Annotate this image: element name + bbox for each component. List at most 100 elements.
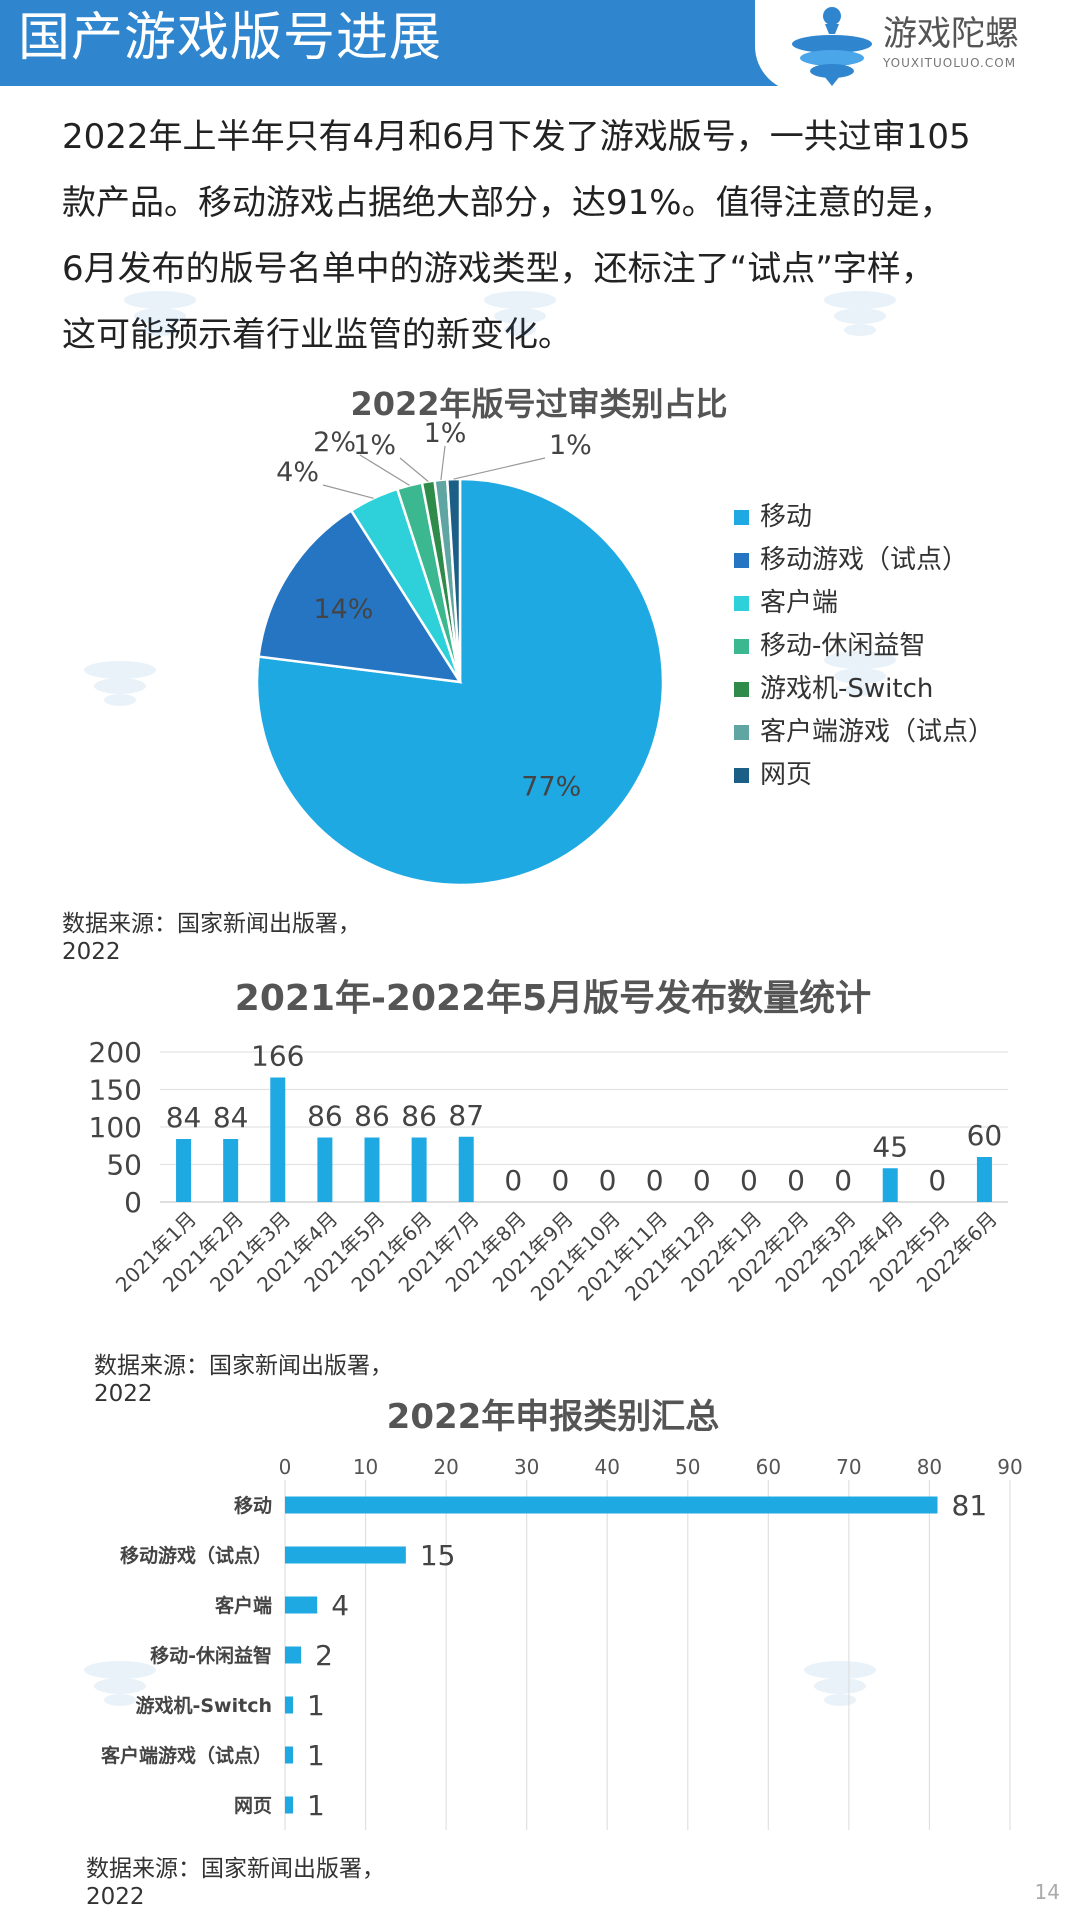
- horizontal-bar: [285, 1746, 294, 1764]
- horizontal-bar: [285, 1646, 302, 1664]
- column-value-label: 0: [834, 1164, 852, 1197]
- legend-label: 网页: [760, 760, 812, 790]
- x-tick-label: 20: [433, 1455, 458, 1479]
- x-tick-label: 0: [279, 1455, 292, 1479]
- category-label: 客户端游戏（试点）: [101, 1744, 272, 1767]
- pie-leader-line: [359, 454, 410, 486]
- bar-value-label: 15: [420, 1539, 456, 1572]
- horizontal-bar-chart: 2022年申报类别汇总 0 10 20 30 40 50 60 70 80 90 移动 81 移动游戏…: [101, 1397, 1023, 1830]
- pie-leader-line: [322, 484, 374, 499]
- column-value-label: 0: [646, 1164, 664, 1197]
- intro-line: 这可能预示着行业监管的新变化。: [62, 315, 572, 355]
- legend-swatch: [734, 639, 749, 654]
- pie-slice-label: 1%: [424, 418, 467, 449]
- bar-value-label: 2: [315, 1639, 333, 1672]
- intro-line: 2022年上半年只有4月和6月下发了游戏版号，一共过审105: [62, 117, 971, 157]
- legend-swatch: [734, 510, 749, 525]
- column-value-label: 0: [693, 1164, 711, 1197]
- horizontal-bar: [285, 1546, 406, 1564]
- column-value-label: 45: [872, 1130, 908, 1163]
- column-bar: [364, 1137, 380, 1202]
- column-value-label: 84: [213, 1101, 249, 1134]
- legend-swatch: [734, 725, 749, 740]
- column-value-label: 0: [599, 1164, 617, 1197]
- source-line: 2022: [86, 1884, 145, 1910]
- column-bar: [411, 1137, 427, 1202]
- pie-slice-label: 14%: [313, 594, 373, 625]
- source-line: 数据来源：国家新闻出版署，: [62, 911, 361, 937]
- category-label: 移动游戏（试点）: [120, 1544, 272, 1567]
- horizontal-bar-chart-title: 2022年申报类别汇总: [387, 1397, 720, 1437]
- legend-label: 游戏机-Switch: [760, 674, 933, 704]
- pie-leader-line: [453, 457, 546, 480]
- x-tick-label: 40: [594, 1455, 619, 1479]
- category-label: 客户端: [215, 1594, 272, 1617]
- pie-chart: 2022年版号过审类别占比 77%14%4%2%1% 1% 1% 移动移动游戏（试点…: [255, 385, 994, 887]
- column-value-label: 0: [928, 1164, 946, 1197]
- column-bar: [223, 1139, 239, 1202]
- y-tick-label: 100: [89, 1111, 142, 1144]
- column-value-label: 0: [740, 1164, 758, 1197]
- source-line: 数据来源：国家新闻出版署，: [94, 1353, 393, 1379]
- category-label: 网页: [234, 1795, 272, 1817]
- pie-slice-label: 77%: [521, 772, 581, 803]
- pie-chart-title: 2022年版号过审类别占比: [350, 385, 727, 423]
- source-line: 2022: [62, 939, 121, 965]
- pie-slice-label: 4%: [276, 457, 319, 488]
- x-tick-label: 80: [917, 1455, 942, 1479]
- intro-paragraph: 2022年上半年只有4月和6月下发了游戏版号，一共过审105 款产品。移动游戏占…: [62, 104, 1032, 368]
- x-tick-label: 70: [836, 1455, 861, 1479]
- pie-leader-line: [399, 457, 429, 482]
- legend-swatch: [734, 596, 749, 611]
- legend-label: 移动: [760, 502, 812, 532]
- page-title: 国产游戏版号进展: [18, 8, 443, 68]
- pie-slice-label: 1%: [353, 430, 396, 461]
- column-bar: [317, 1137, 333, 1202]
- category-label: 移动-休闲益智: [150, 1644, 272, 1667]
- intro-line: 款产品。移动游戏占据绝大部分，达91%。值得注意的是，: [62, 183, 954, 223]
- column-value-label: 86: [307, 1100, 343, 1133]
- bar-value-label: 81: [952, 1489, 988, 1522]
- header-bar: 国产游戏版号进展 游戏陀螺 YOUXITUOLUO.COM: [0, 0, 1080, 92]
- legend-swatch: [734, 553, 749, 568]
- column-chart-title: 2021年-2022年5月版号发布数量统计: [235, 978, 871, 1019]
- category-label: 移动: [234, 1494, 272, 1517]
- column-value-label: 86: [401, 1100, 437, 1133]
- y-tick-label: 50: [106, 1149, 142, 1182]
- legend-label: 移动游戏（试点）: [760, 545, 968, 575]
- pie-slice-label: 1%: [549, 430, 592, 461]
- column-value-label: 87: [448, 1099, 484, 1132]
- column-value-label: 86: [354, 1100, 390, 1133]
- column-bar: [882, 1168, 898, 1202]
- bar-value-label: 1: [307, 1739, 325, 1772]
- column-bar: [270, 1077, 286, 1202]
- legend-swatch: [734, 682, 749, 697]
- pie-slice-label: 2%: [313, 427, 356, 458]
- source-line: 数据来源：国家新闻出版署，: [86, 1856, 385, 1882]
- pie-leader-line: [440, 445, 446, 480]
- y-tick-label: 150: [89, 1074, 142, 1107]
- x-tick-label: 50: [675, 1455, 700, 1479]
- x-tick-label: 10: [353, 1455, 378, 1479]
- column-value-label: 166: [251, 1040, 304, 1073]
- column-value-label: 0: [787, 1164, 805, 1197]
- bar-value-label: 1: [307, 1789, 325, 1822]
- column-value-label: 60: [967, 1119, 1003, 1152]
- legend-label: 客户端: [760, 588, 838, 618]
- source-line: 2022: [94, 1381, 153, 1407]
- column-value-label: 84: [166, 1101, 202, 1134]
- horizontal-bar: [285, 1696, 294, 1714]
- page-number: 14: [1034, 1880, 1060, 1904]
- x-tick-label: 90: [997, 1455, 1022, 1479]
- column-bar: [176, 1139, 192, 1202]
- x-tick-label: 60: [756, 1455, 781, 1479]
- column-value-label: 0: [504, 1164, 522, 1197]
- horizontal-bar-data-source: 数据来源：国家新闻出版署， 2022: [86, 1855, 385, 1911]
- y-tick-label: 0: [124, 1186, 142, 1219]
- logo-text: 游戏陀螺: [883, 14, 1019, 54]
- x-tick-label: 30: [514, 1455, 539, 1479]
- legend-swatch: [734, 768, 749, 783]
- y-tick-label: 200: [89, 1036, 142, 1069]
- intro-line: 6月发布的版号名单中的游戏类型，还标注了“试点”字样，: [62, 249, 935, 289]
